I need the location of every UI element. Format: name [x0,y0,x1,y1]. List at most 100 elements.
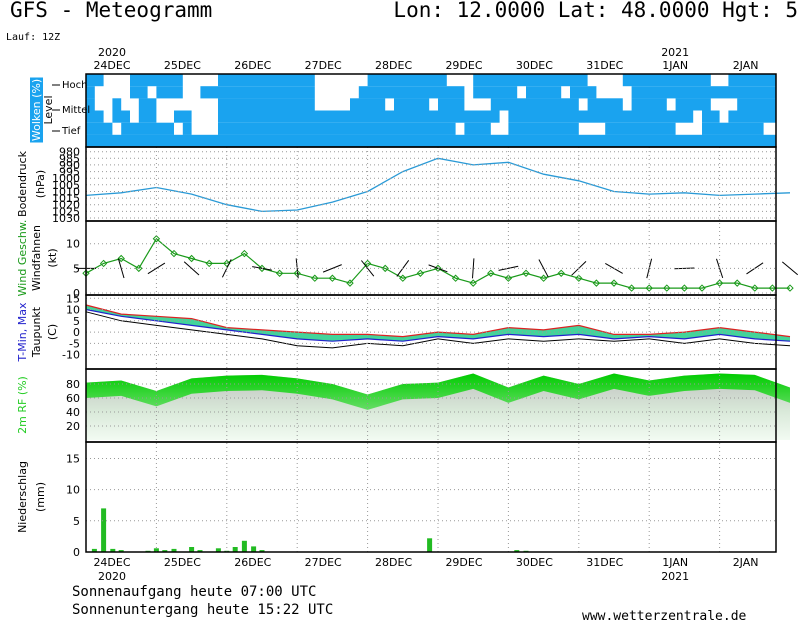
y-tick-label: 20 [66,420,80,433]
precip-bar [162,550,168,552]
wind-speed-marker [487,269,495,277]
pressure-ylabel: Bodendruck [16,150,29,217]
cloud-cell [702,122,764,135]
cloud-cell [526,86,562,99]
cloud-cell [394,98,430,111]
y-tick-label: 15 [66,453,80,466]
wind-barb [674,267,695,270]
wind-ylabel: Wind Geschw. [16,220,29,297]
wind-unit: (kt) [46,248,59,267]
wind-speed-marker [223,259,231,268]
cloud-level-label: Mittel [62,105,90,116]
wind-barb [498,265,519,271]
x-tick-label-top: 27DEC [305,59,342,72]
wind-speed-marker [381,264,389,273]
cloud-cell [200,86,315,99]
cloud-cell [156,86,183,99]
cloud-cell [508,110,694,123]
wind-speed-marker [258,264,266,273]
model-run-label: Lauf: 12Z [6,32,61,43]
wind-barb [183,261,200,276]
y-tick-label: 5 [73,315,80,328]
precip-bar [110,548,116,552]
cloud-cell [490,98,579,111]
cloud-cell [728,110,776,123]
x-tick-label-top: 26DEC [234,59,271,72]
cloud-cell [631,98,667,111]
wind-speed-marker [557,269,565,277]
x-tick-label-bottom: 1JAN [662,556,688,569]
tmin-line [85,308,791,342]
cloud-cell [182,122,192,135]
cloud-cell [702,110,720,123]
temperature-unit: (C) [46,324,59,340]
x-tick-label-bottom: 27DEC [305,556,342,569]
precip-bar [91,548,97,552]
clouds-ylabel2: Level [42,95,55,124]
x-tick-label-top: 30DEC [516,59,553,72]
y-tick-label: 5 [73,515,80,528]
precip-bar [232,547,238,552]
wind-speed-marker [82,269,90,277]
sunrise-text: Sonnenaufgang heute 07:00 UTC [72,584,317,600]
wind-speed-marker [715,279,724,287]
year-label-top: 2021 [661,46,689,59]
wind-speed-marker [663,284,671,292]
wind-speed-marker [293,269,301,277]
wind-speed-marker [434,264,442,273]
wind-speed-marker [504,274,513,282]
cloud-cell [728,74,776,87]
wind-speed-marker [328,274,337,282]
cloud-cell [218,110,500,123]
y-tick-label: 1025 [52,205,80,218]
y-tick-label: 1030 [52,212,80,225]
precip-bar [197,550,203,552]
clouds-ylabel-bg [30,77,43,143]
wind-speed-marker [592,279,601,287]
y-tick-label: 10 [66,484,80,497]
wind-speed-marker [346,279,354,287]
precip-bar [171,548,177,552]
cloud-cell [86,86,95,99]
y-tick-label: 980 [59,146,80,159]
cloud-cell [86,134,776,147]
cloud-cell [112,110,130,123]
y-tick-label: 1020 [52,199,80,212]
y-tick-label: 0 [73,546,80,559]
cloud-cell [358,86,465,99]
precip-bar [427,538,433,552]
wind-speed-marker [416,269,425,277]
y-tick-label: 995 [59,166,80,179]
cloud-cell [86,74,104,87]
cloud-cell [218,74,315,87]
precip-bar [153,548,159,552]
y-tick-label: 80 [66,378,80,391]
cloud-cell [138,98,157,111]
wind-speed-marker [311,274,319,282]
humidity-ylabel: 2m RF (%) [16,376,29,434]
wind-barb [322,264,342,273]
year-label-bottom: 2020 [98,570,126,583]
cloud-cell [121,122,174,135]
wind-speed-marker [451,274,460,282]
y-tick-label: 15 [66,292,80,305]
y-tick-label: 40 [66,406,80,419]
precip-bar [189,547,195,552]
x-tick-label-bottom: 29DEC [445,556,482,569]
x-tick-label-bottom: 24DEC [93,556,130,569]
cloud-cell [587,98,623,111]
wind-speed-marker [575,274,583,282]
cloud-cell [218,98,315,111]
wind-speed-marker [627,284,636,292]
wind-speed-marker [751,284,759,292]
wind-speed-marker [135,264,143,273]
panel-border [85,441,777,553]
x-tick-label-bottom: 2JAN [733,556,759,569]
wind-speed-marker [680,284,689,292]
cloud-cell [130,86,148,99]
wind-barb [147,262,166,275]
cloud-cell [622,74,711,87]
x-tick-label-bottom: 28DEC [375,556,412,569]
wind-barb [646,258,653,279]
